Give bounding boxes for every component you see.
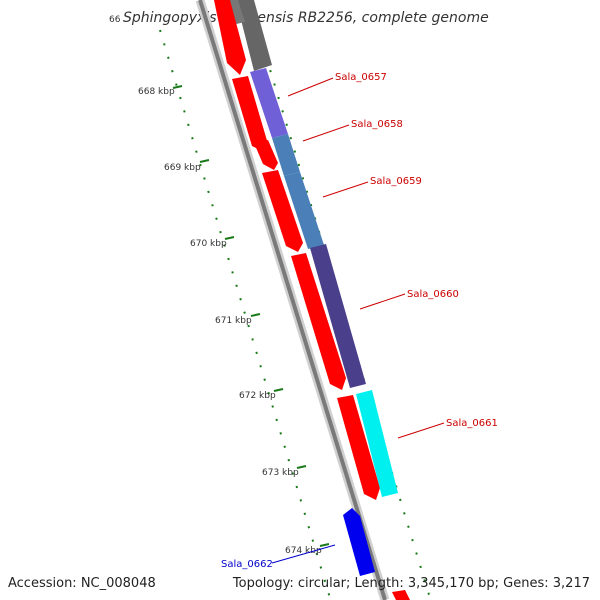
- gene-leader-line: [359, 293, 406, 310]
- gene-leader-line: [271, 544, 336, 564]
- title-clip: 66: [109, 15, 121, 25]
- tick-label-674: 674 kbp: [285, 546, 322, 556]
- gene-label-Sala_0658[interactable]: Sala_0658: [351, 119, 403, 130]
- tick-mark: [172, 85, 183, 89]
- accession-text: Accession: NC_008048: [8, 576, 156, 591]
- gene-block-Sala_0659[interactable]: [284, 172, 324, 249]
- gene-block-Sala_0662[interactable]: [343, 508, 375, 576]
- gc-strip: [236, 0, 272, 71]
- red-cds-arrow: [214, 0, 246, 75]
- red-cds-arrow: [232, 76, 268, 150]
- red-cds-arrow: [254, 140, 278, 170]
- tick-mark: [250, 313, 261, 317]
- tick-ruler-dots: [159, 29, 331, 599]
- gene-label-Sala_0657[interactable]: Sala_0657: [335, 72, 387, 83]
- gene-block-Sala_0657[interactable]: [250, 68, 288, 138]
- gene-label-Sala_0661[interactable]: Sala_0661: [446, 418, 498, 429]
- topology-text: Topology: circular; Length: 3,345,170 bp…: [232, 576, 590, 591]
- red-cds-arrow: [291, 253, 346, 390]
- red-cds-arrow: [262, 170, 303, 252]
- gene-label-Sala_0662[interactable]: Sala_0662: [221, 559, 273, 570]
- gene-leader-line: [397, 422, 445, 439]
- outer-ruler-dots: [257, 29, 431, 599]
- red-cds-arrow: [337, 395, 380, 500]
- tick-mark: [224, 236, 235, 240]
- tick-mark: [199, 159, 210, 163]
- gene-block-Sala_0658[interactable]: [272, 134, 300, 176]
- tick-mark: [273, 388, 284, 392]
- red-cds-arrow: [392, 590, 410, 600]
- gene-block-Sala_0660[interactable]: [310, 244, 366, 388]
- tick-label-670: 670 kbp: [190, 239, 227, 249]
- tick-mark: [319, 543, 330, 547]
- gene-label-Sala_0660[interactable]: Sala_0660: [407, 289, 459, 300]
- tick-label-672: 672 kbp: [239, 391, 276, 401]
- gene-leader-line: [322, 181, 369, 198]
- gene-block-Sala_0661[interactable]: [356, 390, 398, 497]
- tick-label-668: 668 kbp: [138, 87, 175, 97]
- gene-label-Sala_0659[interactable]: Sala_0659: [370, 176, 422, 187]
- backbone-ring-core: [198, 0, 387, 600]
- tick-label-673: 673 kbp: [262, 468, 299, 478]
- gene-leader-line: [302, 124, 350, 142]
- map-title: Sphingopyxis alaskensis RB2256, complete…: [123, 10, 489, 26]
- tick-label-671: 671 kbp: [215, 316, 252, 326]
- gene-leader-line: [287, 77, 334, 97]
- tick-mark: [296, 465, 307, 469]
- tick-label-669: 669 kbp: [164, 163, 201, 173]
